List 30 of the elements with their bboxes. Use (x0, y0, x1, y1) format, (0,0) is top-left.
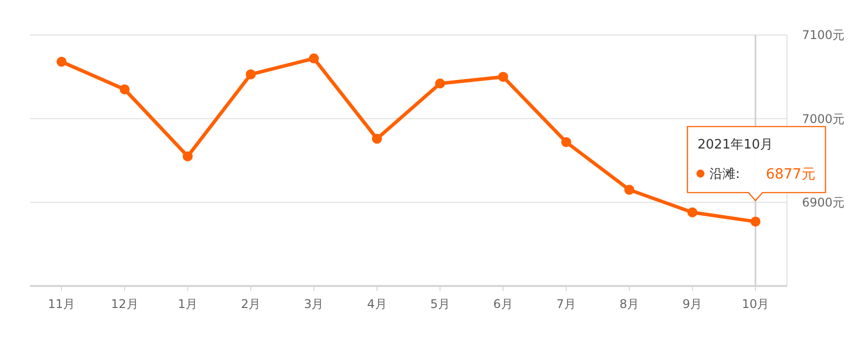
point (435, 78, 446, 89)
x-tick-label: 9月 (682, 297, 702, 311)
point (624, 184, 634, 195)
x-tick-label: 4月 (367, 297, 387, 311)
point (120, 84, 130, 94)
legend-label: 沿滩: (709, 167, 740, 182)
x-tick-label: 6月 (493, 297, 513, 311)
point (372, 134, 382, 144)
x-tick-label: 8月 (619, 297, 640, 311)
point (308, 53, 319, 64)
x-tick-label: 7月 (556, 297, 576, 311)
data-label: 6877元 (766, 166, 816, 182)
x-tick-label: 3月 (304, 297, 324, 311)
annotation: 2021年10月 (697, 138, 774, 153)
y-tick-label: 7100元 (802, 28, 845, 42)
y-tick-label: 7000元 (802, 112, 845, 126)
point (56, 56, 67, 67)
x-tick-label: 10月 (742, 297, 770, 311)
x-tick-label: 11月 (48, 297, 76, 311)
x-tick-label: 1月 (178, 297, 198, 311)
point (750, 216, 760, 227)
point (182, 151, 193, 162)
x-tick-label: 12月 (110, 297, 138, 311)
point (561, 137, 572, 148)
y-tick-label: 6900元 (802, 196, 845, 210)
x-tick-label: 2月 (240, 297, 261, 311)
point (246, 69, 256, 80)
point (687, 207, 698, 218)
point (498, 72, 508, 82)
x-tick-label: 5月 (430, 297, 450, 311)
